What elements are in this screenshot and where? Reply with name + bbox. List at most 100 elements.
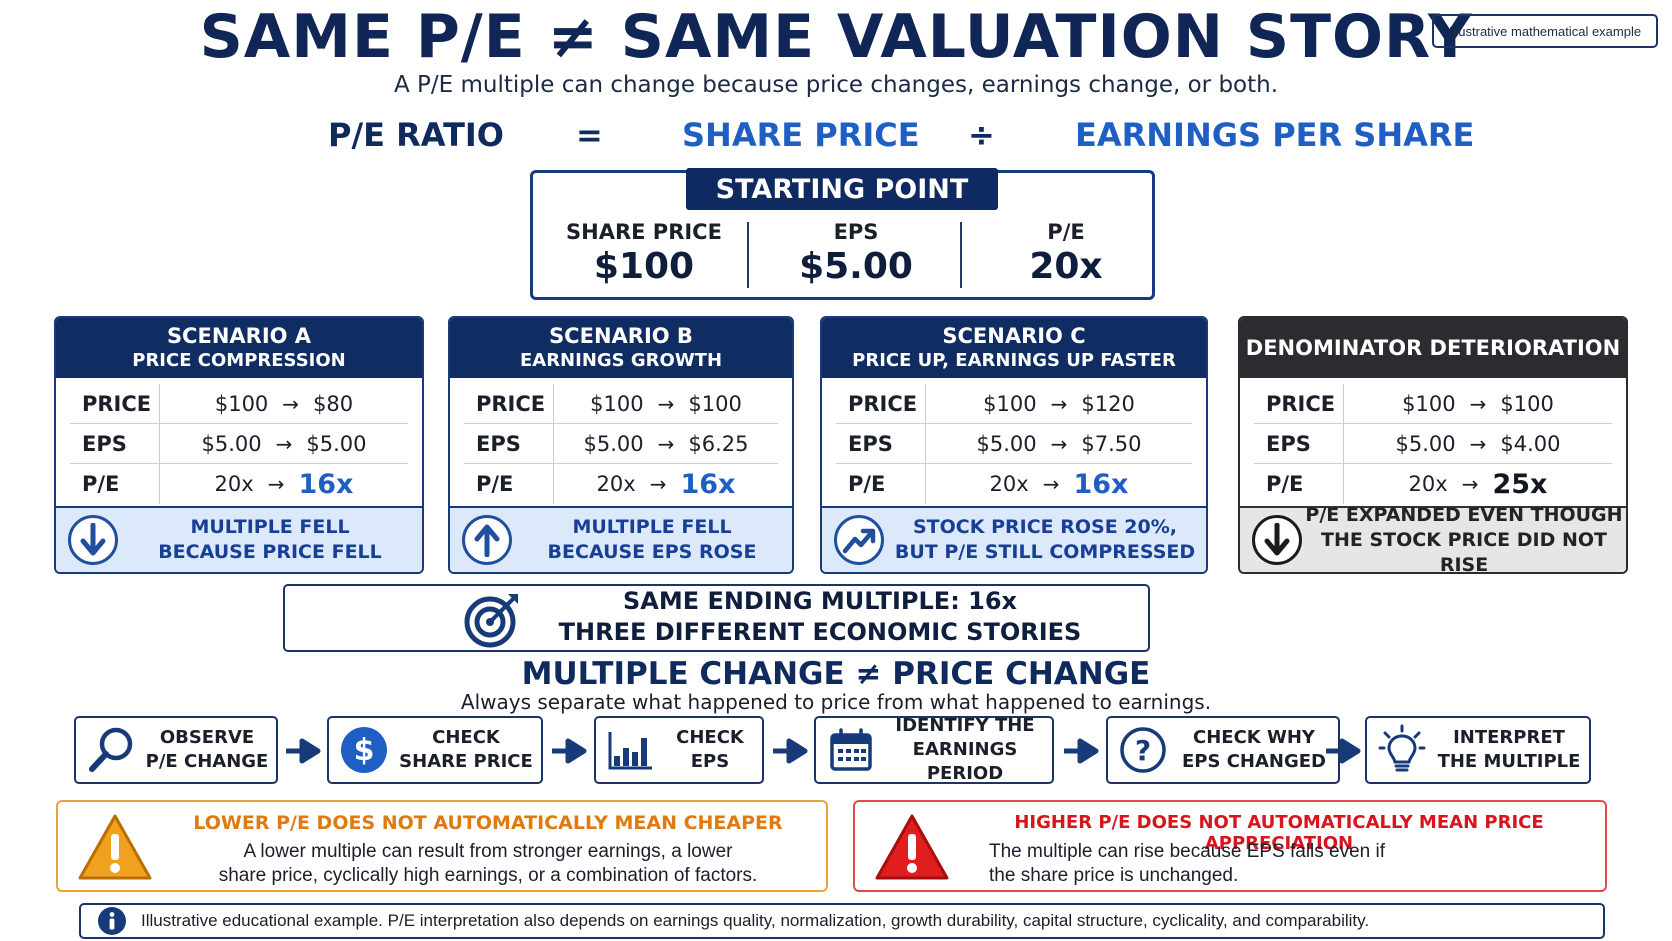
row-to: 16x <box>680 468 736 500</box>
footer-line: BUT P/E STILL COMPRESSED <box>894 541 1196 563</box>
row-from: 20x <box>1408 472 1448 496</box>
scenario-c-subtitle: PRICE UP, EARNINGS UP FASTER <box>852 350 1176 371</box>
step-line: EPS CHANGED <box>1182 751 1326 772</box>
table-row: P/E 20x → 16x <box>70 464 408 504</box>
warning-line: share price, cyclically high earnings, o… <box>218 865 758 886</box>
lightbulb-icon <box>1375 723 1429 777</box>
page-subtitle: A P/E multiple can change because price … <box>393 72 1279 98</box>
denominator-title: DENOMINATOR DETERIORATION <box>1240 318 1626 378</box>
arrow-right-icon: → <box>1042 472 1060 496</box>
row-to: $4.00 <box>1500 431 1561 456</box>
warning-lower-pe: LOWER P/E DOES NOT AUTOMATICALLY MEAN CH… <box>56 800 828 892</box>
warning-higher-pe: HIGHER P/E DOES NOT AUTOMATICALLY MEAN P… <box>853 800 1607 892</box>
start-divider <box>747 222 749 288</box>
start-pe-value: 20x <box>1029 246 1103 287</box>
magnifier-icon <box>84 723 138 777</box>
row-from: $100 <box>1402 391 1456 416</box>
warning-title: HIGHER P/E DOES NOT AUTOMATICALLY MEAN P… <box>1014 812 1544 854</box>
footer-line: BECAUSE PRICE FELL <box>158 541 382 563</box>
scenario-b-subtitle: EARNINGS GROWTH <box>519 350 723 371</box>
row-from: $5.00 <box>201 431 262 456</box>
svg-text:?: ? <box>1135 734 1151 767</box>
scenario-a-subtitle: PRICE COMPRESSION <box>132 350 346 371</box>
row-to: 16x <box>298 468 354 500</box>
row-from: 20x <box>596 472 636 496</box>
row-from: $100 <box>590 391 644 416</box>
row-to: $100 <box>1500 391 1554 416</box>
scenario-c-card: SCENARIO C PRICE UP, EARNINGS UP FASTER … <box>820 316 1208 574</box>
page-title: SAME P/E ≠ SAME VALUATION STORY <box>199 2 1473 72</box>
arrow-right-icon: → <box>267 472 285 496</box>
warning-line: the share price is unchanged. <box>989 865 1239 886</box>
target-icon <box>462 590 522 648</box>
step-text: CHECK EPS <box>658 726 762 774</box>
scenario-a-card: SCENARIO A PRICE COMPRESSION PRICE $100 →… <box>54 316 424 574</box>
formula-pe-ratio: P/E RATIO <box>328 116 504 154</box>
summary-text: SAME ENDING MULTIPLE: 16x THREE DIFFEREN… <box>540 586 1100 648</box>
multiple-change-subtitle: Always separate what happened to price f… <box>460 690 1212 714</box>
table-row: P/E 20x → 25x <box>1254 464 1612 504</box>
bar-chart-icon <box>604 723 658 777</box>
scenario-c-footer-text: STOCK PRICE ROSE 20%, BUT P/E STILL COMP… <box>884 515 1206 565</box>
step-interpret: INTERPRET THE MULTIPLE <box>1365 716 1591 784</box>
denominator-card: DENOMINATOR DETERIORATION PRICE $100 → $10… <box>1238 316 1628 574</box>
row-label: EPS <box>836 424 926 463</box>
table-row: EPS $5.00 → $4.00 <box>1254 424 1612 464</box>
summary-line: THREE DIFFERENT ECONOMIC STORIES <box>558 618 1082 646</box>
scenario-a-footer: MULTIPLE FELL BECAUSE PRICE FELL <box>56 506 422 572</box>
start-eps: EPS $5.00 <box>752 220 960 287</box>
step-check-eps-change: ? CHECK WHY EPS CHANGED <box>1106 716 1340 784</box>
row-label: P/E <box>836 464 926 504</box>
flow-arrow-icon <box>1064 738 1099 764</box>
row-to: 25x <box>1492 468 1548 500</box>
question-icon: ? <box>1116 723 1170 777</box>
row-to: $6.25 <box>688 431 749 456</box>
warning-triangle-icon <box>78 814 152 880</box>
step-line: EPS <box>690 751 730 772</box>
row-from: $5.00 <box>583 431 644 456</box>
step-text: CHECK WHY EPS CHANGED <box>1170 726 1338 774</box>
svg-text:$: $ <box>354 733 375 768</box>
arrow-right-icon: → <box>1469 391 1487 416</box>
trend-up-circle-icon <box>834 515 884 565</box>
step-text: CHECK SHARE PRICE <box>391 726 541 774</box>
warning-line: A lower multiple can result from stronge… <box>243 841 733 862</box>
summary-line: SAME ENDING MULTIPLE: 16x <box>622 587 1018 615</box>
table-row: EPS $5.00 → $7.50 <box>836 424 1192 464</box>
arrow-up-circle-icon <box>462 515 512 565</box>
dollar-icon: $ <box>337 723 391 777</box>
table-row: EPS $5.00 → $6.25 <box>464 424 778 464</box>
scenario-b-card: SCENARIO B EARNINGS GROWTH PRICE $100 → $1… <box>448 316 794 574</box>
footer-line: MULTIPLE FELL <box>572 516 732 538</box>
table-row: PRICE $100 → $80 <box>70 384 408 424</box>
start-eps-value: $5.00 <box>799 246 913 287</box>
table-row: EPS $5.00 → $5.00 <box>70 424 408 464</box>
flow-arrow-icon <box>773 738 808 764</box>
footer-line: THE STOCK PRICE DID NOT RISE <box>1321 528 1607 574</box>
warning-line: The multiple can rise because EPS falls … <box>989 841 1386 862</box>
step-line: THE MULTIPLE <box>1437 751 1581 772</box>
table-row: P/E 20x → 16x <box>836 464 1192 504</box>
info-text: Illustrative educational example. P/E in… <box>141 911 1370 930</box>
row-label: P/E <box>464 464 554 504</box>
calendar-icon <box>824 723 878 777</box>
scenario-b-header: SCENARIO B EARNINGS GROWTH <box>450 318 792 378</box>
table-row: PRICE $100 → $120 <box>836 384 1192 424</box>
step-earnings-period: IDENTIFY THE EARNINGS PERIOD <box>814 715 1054 784</box>
step-line: INTERPRET <box>1453 727 1565 748</box>
table-row: PRICE $100 → $100 <box>1254 384 1612 424</box>
row-to: $7.50 <box>1081 431 1142 456</box>
warning-body: The multiple can rise because EPS falls … <box>989 840 1589 888</box>
row-to: $100 <box>688 391 742 416</box>
flow-arrow-icon <box>552 738 587 764</box>
step-line: IDENTIFY THE <box>895 715 1035 736</box>
row-label: PRICE <box>1254 384 1344 423</box>
arrow-down-circle-icon <box>68 515 118 565</box>
row-label: P/E <box>70 464 160 504</box>
summary-box <box>283 584 1150 652</box>
row-to: $120 <box>1081 391 1135 416</box>
arrow-right-icon: → <box>1461 472 1479 496</box>
scenario-a-footer-text: MULTIPLE FELL BECAUSE PRICE FELL <box>118 515 422 565</box>
footer-line: P/E EXPANDED EVEN THOUGH <box>1305 503 1623 526</box>
row-label: P/E <box>1254 464 1344 504</box>
